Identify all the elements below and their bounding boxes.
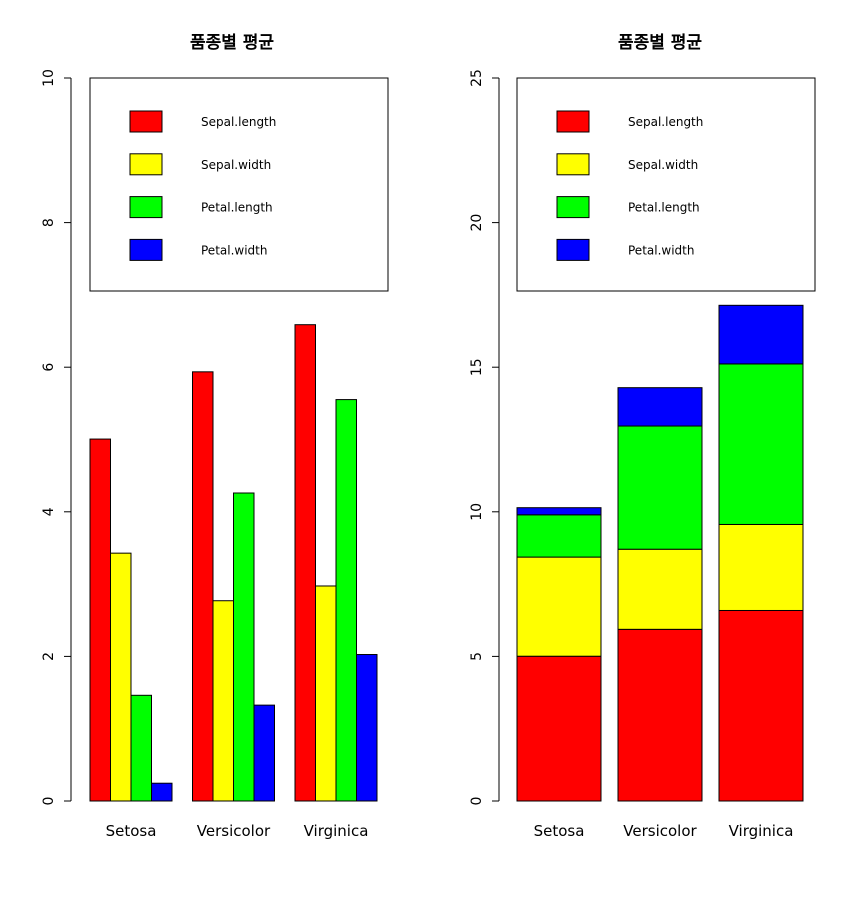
legend-swatch-petal-length	[556, 196, 590, 219]
bar-sepal-length	[89, 438, 111, 802]
y-tick-label: 4	[41, 507, 57, 516]
y-tick-label: 6	[41, 363, 57, 372]
y-tick-label: 15	[469, 358, 485, 376]
bar-petal-width	[356, 654, 378, 802]
legend-swatch-sepal-width	[556, 153, 590, 176]
bar-sepal-length	[294, 324, 316, 802]
category-label: Setosa	[106, 822, 157, 840]
stacked-segment-sepal-width	[516, 556, 602, 657]
stacked-segment-petal-length	[718, 363, 804, 525]
stacked-segment-sepal-length	[617, 628, 703, 802]
legend-label: Petal.length	[628, 201, 700, 215]
stacked-segment-sepal-length	[718, 609, 804, 802]
legend-label: Sepal.width	[628, 158, 698, 172]
stacked-segment-petal-width	[516, 507, 602, 516]
category-label: Virginica	[304, 822, 369, 840]
y-tick-label: 10	[469, 503, 485, 521]
y-tick-label: 5	[469, 652, 485, 661]
legend-label: Sepal.length	[201, 115, 276, 129]
y-tick-label: 25	[469, 69, 485, 87]
bar-sepal-width	[110, 552, 132, 802]
chart-panel-stacked: 품종별 평균 0 5 10 15 20 25 Setosa Versicolor Virginic…	[469, 33, 816, 840]
legend-swatch-sepal-length	[129, 110, 163, 133]
legend-swatch-petal-width	[556, 238, 590, 261]
stacked-segment-sepal-width	[718, 523, 804, 611]
chart-title: 품종별 평균	[618, 33, 702, 53]
bar-petal-length	[233, 492, 255, 802]
y-tick-label: 20	[469, 214, 485, 232]
category-label: Virginica	[729, 822, 794, 840]
legend-label: Sepal.width	[201, 158, 271, 172]
legend-label: Sepal.length	[628, 115, 703, 129]
stacked-segment-petal-length	[516, 514, 602, 558]
legend-label: Petal.width	[201, 243, 267, 257]
y-tick-label: 0	[41, 797, 57, 806]
stacked-segment-petal-width	[718, 304, 804, 365]
stacked-segment-petal-width	[617, 387, 703, 427]
bar-petal-width	[151, 782, 173, 802]
category-label: Versicolor	[197, 822, 271, 840]
chart-panel-grouped: 품종별 평균 0 2 4 6 8 10 Setosa Versicolor Virginica Se…	[41, 33, 389, 840]
legend-label: Petal.length	[201, 201, 273, 215]
y-tick-label: 2	[41, 652, 57, 661]
stacked-segment-sepal-width	[617, 548, 703, 630]
legend-label: Petal.width	[628, 243, 694, 257]
legend-swatch-petal-width	[129, 238, 163, 261]
bar-sepal-length	[192, 371, 214, 802]
y-tick-label: 10	[41, 69, 57, 87]
category-label: Setosa	[534, 822, 585, 840]
legend-swatch-sepal-width	[129, 153, 163, 176]
bar-petal-width	[253, 704, 275, 802]
chart-title: 품종별 평균	[190, 33, 274, 53]
bar-sepal-width	[212, 600, 234, 802]
bar-sepal-width	[315, 585, 337, 802]
y-tick-label: 0	[469, 797, 485, 806]
legend-swatch-sepal-length	[556, 110, 590, 133]
y-tick-label: 8	[41, 218, 57, 227]
bar-petal-length	[130, 694, 152, 802]
category-label: Versicolor	[623, 822, 697, 840]
bar-petal-length	[335, 399, 357, 802]
legend-swatch-petal-length	[129, 196, 163, 219]
stacked-segment-sepal-length	[516, 655, 602, 802]
stacked-segment-petal-length	[617, 425, 703, 550]
